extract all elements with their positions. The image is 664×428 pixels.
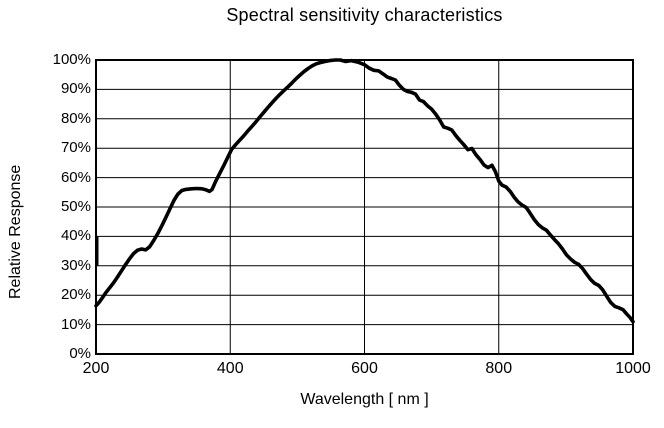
x-tick-label: 800 (485, 360, 513, 377)
chart-title: Spectral sensitivity characteristics (226, 5, 503, 25)
x-tick-label: 200 (82, 360, 110, 377)
x-axis-title: Wavelength [ nm ] (300, 391, 429, 408)
y-tick-label: 50% (60, 198, 91, 215)
y-tick-label: 60% (60, 168, 91, 186)
response-curve (94, 58, 635, 324)
x-tick-label: 400 (216, 360, 244, 377)
y-tick-label: 20% (60, 286, 91, 304)
y-tick-label: 80% (60, 109, 91, 127)
y-tick-label: 30% (60, 256, 91, 274)
x-tick-label: 600 (351, 360, 378, 377)
y-tick-label: 100% (52, 51, 91, 68)
y-tick-label: 10% (60, 315, 91, 333)
y-tick-label: 90% (60, 80, 91, 98)
plot-border (95, 59, 634, 355)
y-tick-label: 0% (69, 345, 91, 362)
x-tick-label: 1000 (615, 360, 651, 377)
y-tick-label: 40% (60, 227, 91, 245)
y-tick-label: 70% (60, 139, 91, 157)
y-axis-title: Relative Response (7, 164, 24, 300)
